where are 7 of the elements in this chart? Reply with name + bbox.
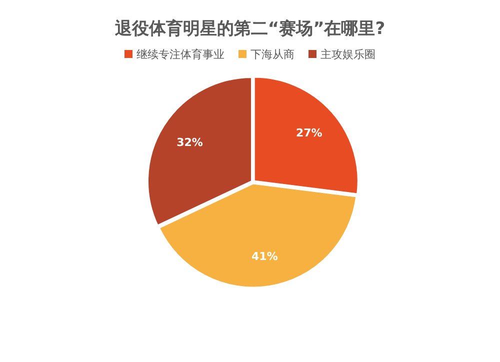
- data-label: 32%: [176, 136, 203, 149]
- legend-label: 主攻娱乐圈: [320, 48, 376, 61]
- data-label: 41%: [252, 250, 278, 263]
- legend-label: 继续专注体育事业: [136, 48, 224, 61]
- legend-label: 下海从商: [250, 48, 294, 61]
- chart-title: 退役体育明星的第二“赛场”在哪里?: [114, 18, 386, 39]
- data-label: 27%: [296, 126, 322, 140]
